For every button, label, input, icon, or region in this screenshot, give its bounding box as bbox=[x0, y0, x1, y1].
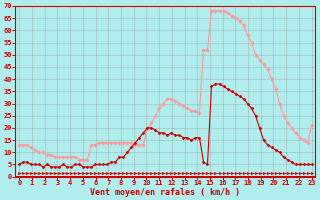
X-axis label: Vent moyen/en rafales ( km/h ): Vent moyen/en rafales ( km/h ) bbox=[91, 188, 240, 197]
